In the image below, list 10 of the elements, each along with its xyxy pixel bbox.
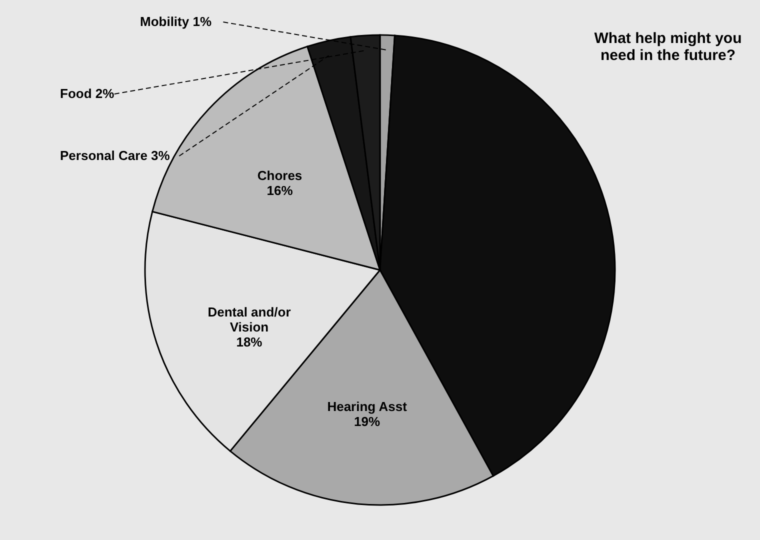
- text: What help might you need in the future?: [594, 30, 742, 64]
- data-label: 18%: [236, 334, 263, 350]
- slice-label: Hearing Asst: [327, 398, 408, 414]
- slice-label: Dental and/or Vision: [208, 304, 291, 334]
- slice-label: Personal Care 3%: [60, 148, 170, 163]
- data-label: 19%: [354, 414, 381, 429]
- slice-label: Chores: [257, 168, 302, 183]
- slice-label: Mobility 1%: [140, 14, 212, 29]
- slice-label: Food 2%: [60, 86, 115, 101]
- data-label: 16%: [266, 182, 294, 198]
